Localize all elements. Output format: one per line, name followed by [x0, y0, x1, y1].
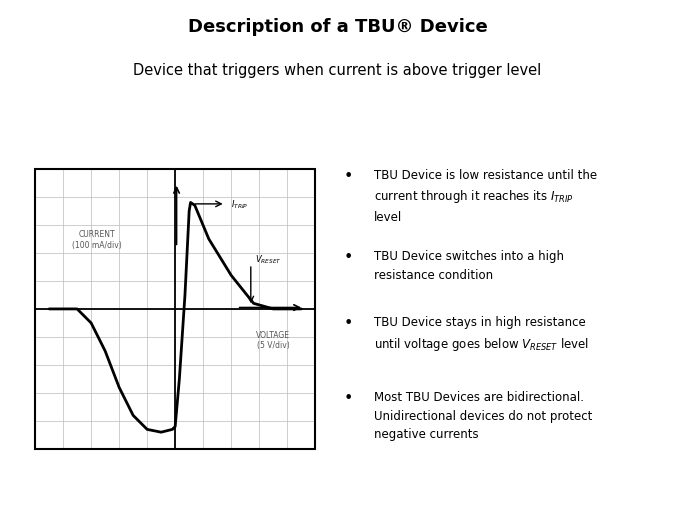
Text: Description of a TBU® Device: Description of a TBU® Device — [188, 18, 487, 36]
Text: $I_{TRIP}$: $I_{TRIP}$ — [231, 198, 248, 211]
Text: VOLTAGE
(5 V/div): VOLTAGE (5 V/div) — [256, 330, 290, 350]
Text: Most TBU Devices are bidirectional.
Unidirectional devices do not protect
negati: Most TBU Devices are bidirectional. Unid… — [374, 391, 592, 440]
Text: Device that triggers when current is above trigger level: Device that triggers when current is abo… — [134, 63, 541, 78]
Text: TBU Device is low resistance until the
current through it reaches its $I_{TRIP}$: TBU Device is low resistance until the c… — [374, 168, 597, 223]
Text: •: • — [344, 391, 353, 406]
Text: •: • — [344, 316, 353, 330]
Text: CURRENT
(100 mA/div): CURRENT (100 mA/div) — [72, 230, 122, 249]
Text: TBU Device switches into a high
resistance condition: TBU Device switches into a high resistan… — [374, 250, 564, 281]
Text: TBU Device stays in high resistance
until voltage goes below $V_{RESET}$ level: TBU Device stays in high resistance unti… — [374, 316, 589, 352]
Text: •: • — [344, 250, 353, 265]
Text: •: • — [344, 168, 353, 183]
Text: $V_{RESET}$: $V_{RESET}$ — [255, 252, 282, 265]
